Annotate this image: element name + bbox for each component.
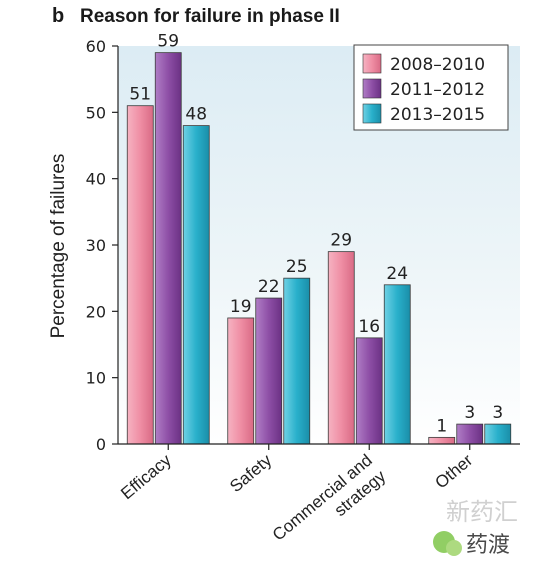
value-label-other-2008-2010: 1: [436, 416, 447, 436]
bar-commercial-and-strategy-2008-2010: [327, 251, 355, 445]
y-tick-label-20: 20: [86, 302, 106, 321]
watermark-line1: 新药汇: [446, 498, 518, 526]
legend-label-2011-2012: 2011–2012: [390, 80, 485, 100]
x-tick-label-commercial-and-strategy: Commercial andstrategy: [269, 450, 390, 561]
x-tick-label-line: Efficacy: [117, 450, 175, 503]
value-label-efficacy-2011-2012: 59: [157, 32, 179, 52]
legend-swatch-2008-2010: [362, 53, 382, 74]
legend-swatch-2013-2015: [362, 103, 382, 124]
legend-swatch-2011-2012: [362, 78, 382, 99]
x-tick-label-safety: Safety: [226, 450, 276, 496]
bar-efficacy-2011-2012: [154, 52, 182, 445]
watermark: 新药汇 药渡: [433, 498, 518, 558]
x-tick-label-other: Other: [432, 450, 477, 492]
bar-safety-2013-2015: [283, 277, 311, 445]
y-tick-label-60: 60: [86, 37, 106, 56]
bar-safety-2011-2012: [255, 297, 283, 445]
bar-commercial-and-strategy-2011-2012: [355, 337, 383, 445]
value-label-other-2013-2015: 3: [492, 403, 503, 423]
y-tick-label-40: 40: [86, 170, 106, 189]
y-tick-label-50: 50: [86, 103, 106, 122]
value-label-safety-2008-2010: 19: [230, 297, 252, 317]
bars-group: [126, 52, 512, 445]
legend-item-2008-2010: 2008–2010: [362, 53, 485, 75]
wechat-icon-bubble: [446, 540, 462, 556]
panel-letter: b: [52, 5, 64, 27]
legend: 2008–2010 2011–2012 2013–2015: [353, 44, 509, 131]
value-label-commercial-and-strategy-2011-2012: 16: [358, 317, 380, 337]
bar-efficacy-2013-2015: [182, 125, 210, 445]
value-label-efficacy-2008-2010: 51: [129, 85, 151, 105]
y-tick-label-30: 30: [86, 236, 106, 255]
y-axis-label: Percentage of failures: [48, 154, 69, 339]
value-label-commercial-and-strategy-2013-2015: 24: [386, 264, 408, 284]
bar-other-2011-2012: [456, 423, 484, 445]
legend-item-2011-2012: 2011–2012: [362, 78, 485, 100]
y-tick-label-0: 0: [96, 435, 106, 454]
bar-other-2008-2010: [428, 436, 456, 445]
watermark-line2: 药渡: [466, 533, 510, 558]
bar-other-2013-2015: [484, 423, 512, 445]
bar-commercial-and-strategy-2013-2015: [383, 284, 411, 445]
y-axis-ticks: 0 10 20 30 40 50 60: [86, 37, 118, 454]
x-tick-label-line: Other: [432, 450, 477, 492]
value-label-other-2011-2012: 3: [464, 403, 475, 423]
bar-safety-2008-2010: [227, 317, 255, 445]
legend-label-2013-2015: 2013–2015: [390, 105, 485, 125]
legend-label-2008-2010: 2008–2010: [390, 55, 485, 75]
y-tick-label-10: 10: [86, 369, 106, 388]
value-label-commercial-and-strategy-2008-2010: 29: [330, 231, 352, 251]
legend-item-2013-2015: 2013–2015: [362, 103, 485, 125]
x-tick-label-efficacy: Efficacy: [117, 450, 175, 503]
value-label-safety-2013-2015: 25: [286, 257, 308, 277]
bar-efficacy-2008-2010: [126, 105, 154, 445]
value-label-safety-2011-2012: 22: [258, 277, 280, 297]
x-tick-label-line: Safety: [226, 450, 276, 496]
chart-title: Reason for failure in phase II: [80, 6, 340, 27]
value-label-efficacy-2013-2015: 48: [185, 105, 207, 125]
